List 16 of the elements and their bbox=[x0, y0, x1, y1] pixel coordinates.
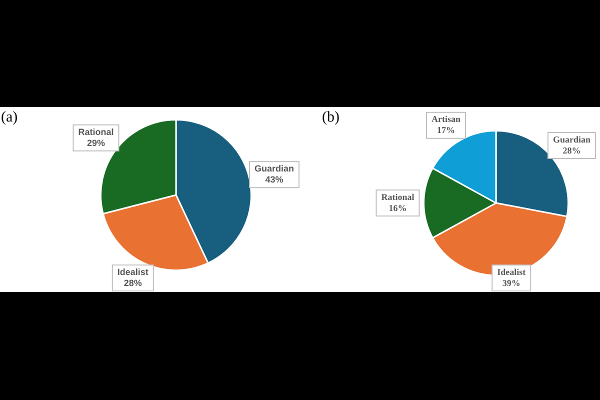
slice-label: Rational bbox=[78, 126, 114, 137]
chart-title: (b) bbox=[322, 109, 340, 126]
slice-label: Guardian bbox=[254, 164, 294, 174]
data-label: 28% bbox=[562, 145, 581, 156]
slice-label: Idealist bbox=[497, 266, 526, 277]
slice-label: Idealist bbox=[117, 266, 148, 277]
data-label: 16% bbox=[388, 202, 407, 213]
data-label: 29% bbox=[86, 138, 106, 148]
chart-title: (a) bbox=[1, 109, 18, 126]
data-label: 43% bbox=[265, 174, 284, 185]
slice-label: Guardian bbox=[552, 134, 590, 144]
slice-label: Artisan bbox=[431, 114, 460, 124]
slice-label: Rational bbox=[381, 192, 415, 202]
data-label: 17% bbox=[436, 125, 455, 136]
data-label: 28% bbox=[124, 278, 142, 288]
data-label: 39% bbox=[502, 278, 520, 288]
